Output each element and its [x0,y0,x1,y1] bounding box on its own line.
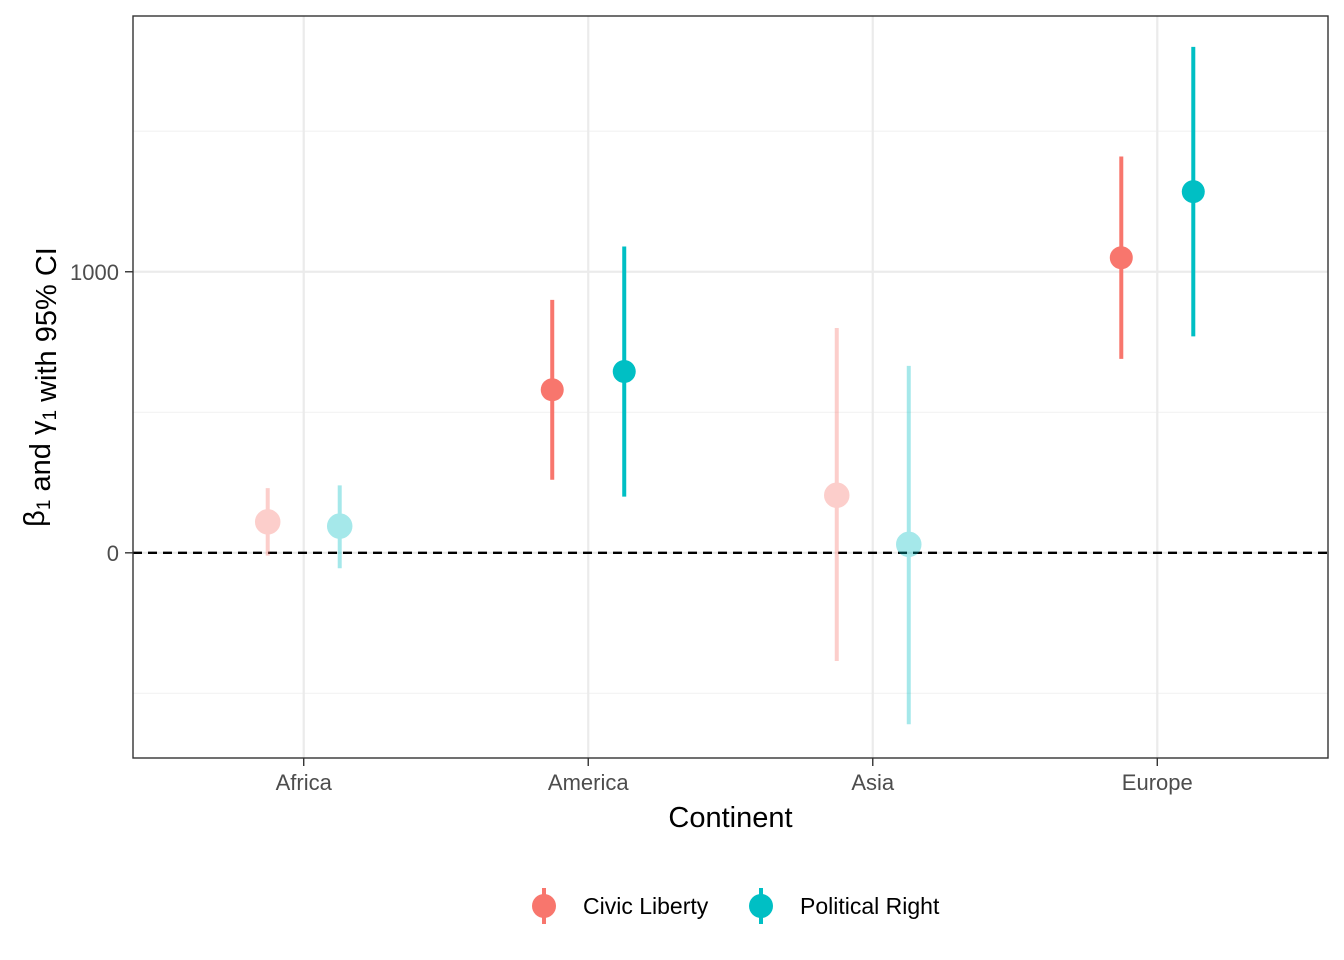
x-axis-title: Continent [668,802,792,834]
pointrange-political-right-america [612,246,636,497]
chart-marks [254,46,1205,725]
point-estimate [612,360,636,384]
pointrange-political-right-europe [1181,46,1205,337]
x-tick-label: Europe [1122,770,1193,795]
grid-minor [133,130,1328,694]
y-tick-label: 0 [107,541,119,566]
pointrange-civic-liberty-asia [824,327,850,662]
point-estimate [540,378,564,402]
legend: Civic Liberty Political Right [532,888,940,924]
pointrange-political-right-asia [896,365,922,725]
point-estimate [1181,180,1205,204]
pointrange-civic-liberty-america [540,299,564,480]
panel-border [132,15,1329,759]
legend-label: Political Right [800,893,940,919]
legend-key-point [532,894,556,918]
point-estimate [896,531,922,558]
point-estimate [326,513,353,539]
pointrange-civic-liberty-europe [1109,156,1133,359]
point-estimate [254,509,281,535]
y-tick-label: 1000 [70,260,119,285]
point-estimate [824,482,850,508]
grid-major [133,16,1328,758]
x-axis: Africa America Asia Europe [276,758,1193,795]
pointrange-political-right-africa [326,485,353,569]
y-axis-title: β1 and γ1 with 95% CI [19,247,63,527]
x-tick-label: Asia [851,770,895,795]
legend-label: Civic Liberty [583,893,709,919]
pointrange-civic-liberty-africa [254,488,281,556]
x-tick-label: America [548,770,629,795]
y-axis: 0 1000 [70,260,133,566]
legend-key-point [749,894,773,918]
legend-item-political-right: Political Right [749,888,940,924]
point-estimate [1109,246,1133,270]
x-tick-label: Africa [276,770,333,795]
legend-item-civic-liberty: Civic Liberty [532,888,709,924]
